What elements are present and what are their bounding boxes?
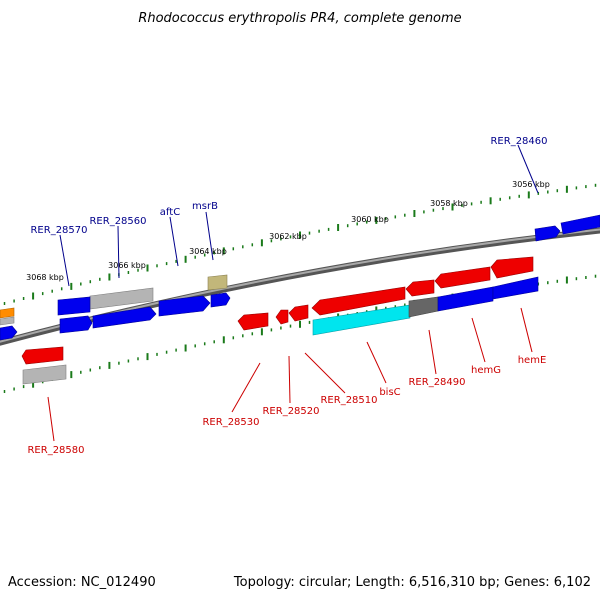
- reverse-gene-label-texts: hemE hemG RER_28490 bisC RER_28510 RER_2…: [27, 355, 546, 456]
- map-title: Rhodococcus erythropolis PR4, complete g…: [138, 11, 461, 26]
- gene-rer28530[interactable]: [237, 312, 269, 331]
- gene-bisc[interactable]: [312, 304, 411, 336]
- gene-left-orange[interactable]: [0, 307, 15, 319]
- label-rer28520[interactable]: RER_28520: [262, 406, 319, 417]
- gene-lower-forward-b[interactable]: [92, 306, 157, 329]
- label-msrb[interactable]: msrB: [192, 201, 218, 212]
- kbp-label: 3064 kbp: [189, 247, 227, 256]
- genome-summary-text: Topology: circular; Length: 6,516,310 bp…: [233, 575, 591, 590]
- label-heme[interactable]: hemE: [518, 355, 547, 366]
- leader-line: [169, 216, 179, 267]
- gene-red-mid[interactable]: [434, 266, 491, 289]
- leader-line: [231, 362, 261, 413]
- gene-red-long[interactable]: [311, 286, 406, 316]
- leader-line: [47, 396, 55, 442]
- gene-heme[interactable]: [492, 276, 539, 300]
- leader-line: [117, 225, 120, 279]
- kbp-label: 3056 kbp: [512, 180, 550, 189]
- gene-rer28580-red[interactable]: [21, 346, 64, 365]
- leader-line: [366, 341, 387, 384]
- gene-rer28580-gray[interactable]: [22, 364, 67, 385]
- leader-line: [428, 329, 437, 375]
- label-hemg[interactable]: hemG: [471, 365, 501, 376]
- leader-line: [288, 355, 291, 404]
- label-rer28490[interactable]: RER_28490: [408, 377, 465, 388]
- leader-line: [59, 234, 70, 287]
- label-rer28560[interactable]: RER_28560: [89, 216, 146, 227]
- gene-rer28460[interactable]: [534, 225, 561, 242]
- leader-line: [205, 211, 214, 261]
- forward-gene-labels: [59, 144, 539, 287]
- gene-rer28510[interactable]: [288, 304, 309, 322]
- forward-gene-label-texts: RER_28460 msrB aftC RER_28560 RER_28570: [30, 136, 547, 236]
- label-rer28460[interactable]: RER_28460: [490, 136, 547, 147]
- kbp-label: 3058 kbp: [430, 199, 468, 208]
- label-bisc[interactable]: bisC: [379, 387, 400, 398]
- leader-line: [520, 307, 533, 353]
- gene-left-blue[interactable]: [0, 325, 18, 341]
- gene-red-right[interactable]: [490, 256, 534, 279]
- reverse-genes: [21, 256, 539, 385]
- gene-upper-right[interactable]: [560, 214, 600, 235]
- gene-aftc[interactable]: [158, 295, 211, 317]
- gene-rer28570[interactable]: [57, 296, 91, 316]
- label-rer28530[interactable]: RER_28530: [202, 417, 259, 428]
- gene-left-gray[interactable]: [0, 316, 15, 326]
- accession-text: Accession: NC_012490: [8, 575, 156, 590]
- gene-rer28490[interactable]: [408, 296, 439, 318]
- leader-line: [304, 352, 346, 394]
- label-rer28510[interactable]: RER_28510: [320, 395, 377, 406]
- gene-hemg[interactable]: [437, 286, 494, 312]
- gene-small-forward[interactable]: [210, 292, 231, 308]
- label-rer28580[interactable]: RER_28580: [27, 445, 84, 456]
- gene-red-short[interactable]: [405, 279, 435, 297]
- kbp-label: 3060 kbp: [351, 215, 389, 224]
- kbp-label: 3068 kbp: [26, 273, 64, 282]
- kbp-label: 3066 kbp: [108, 261, 146, 270]
- gene-msrb[interactable]: [207, 274, 228, 291]
- gene-rer28520[interactable]: [275, 309, 289, 325]
- leader-line: [471, 317, 486, 363]
- reverse-gene-labels: [47, 307, 533, 442]
- kbp-labels: 3056 kbp 3058 kbp 3060 kbp 3062 kbp 3064…: [26, 180, 550, 282]
- gene-lower-forward-a[interactable]: [59, 315, 93, 334]
- label-rer28570[interactable]: RER_28570: [30, 225, 87, 236]
- forward-genes: [0, 214, 600, 341]
- label-aftc[interactable]: aftC: [160, 207, 180, 218]
- kbp-label: 3062 kbp: [269, 232, 307, 241]
- leader-line: [517, 144, 539, 194]
